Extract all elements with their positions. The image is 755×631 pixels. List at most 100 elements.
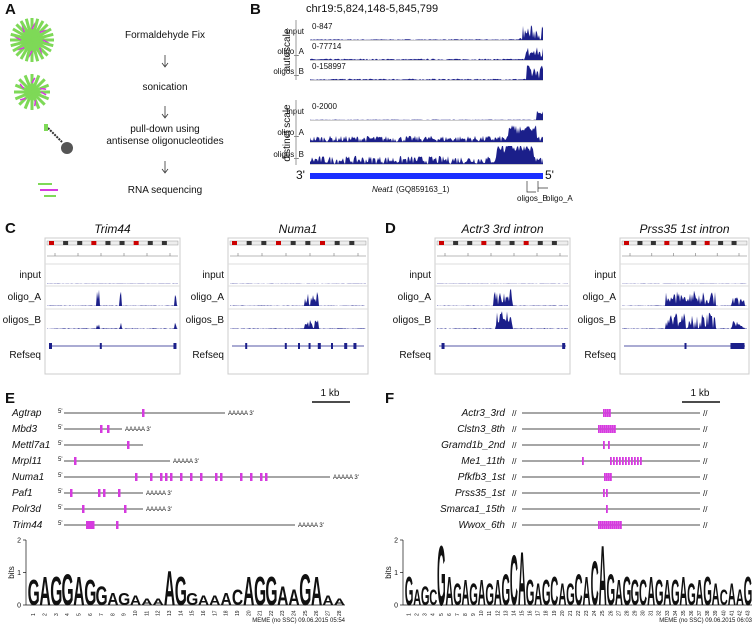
motif <box>610 425 612 433</box>
oligo-label: oligo_A <box>546 194 573 203</box>
ideogram-band <box>91 241 96 245</box>
motif <box>616 457 618 465</box>
gene-name: Clstn3_8th <box>457 424 505 435</box>
track-label: Refseq <box>9 350 41 361</box>
logo-letter: A <box>288 586 299 610</box>
x-tick-label: 4 <box>65 613 71 616</box>
logo-letter: G <box>687 577 696 612</box>
motif <box>605 409 607 417</box>
motif <box>70 489 73 497</box>
end-label: 5' <box>58 441 62 447</box>
logo-letter: A <box>311 569 322 614</box>
motif <box>180 473 183 481</box>
x-tick-label: 28 <box>624 610 630 616</box>
logo-letter: G <box>453 577 462 612</box>
gene-bar <box>310 173 543 179</box>
logo-letter: G <box>175 569 187 614</box>
ideogram-band <box>705 241 710 245</box>
track-label: oligos_B <box>578 315 617 326</box>
arrow <box>162 161 168 173</box>
exon <box>442 343 445 349</box>
x-tick-label: 38 <box>705 610 711 616</box>
end-label: 5' <box>58 473 62 479</box>
ideogram-band <box>691 241 696 245</box>
break-mark: // <box>703 425 708 434</box>
ideogram-band <box>439 241 444 245</box>
end-label: 5' <box>58 505 62 511</box>
gene-name: Wwox_6th <box>458 520 505 531</box>
logo-letter: A <box>141 597 152 608</box>
x-tick-label: 18 <box>224 610 230 616</box>
motif <box>614 425 616 433</box>
range-label: 0-2000 <box>312 102 337 111</box>
ideogram-band <box>148 241 153 245</box>
x-tick-label: 35 <box>681 610 687 616</box>
exon <box>173 343 176 349</box>
break-mark: // <box>703 457 708 466</box>
ideogram-band <box>651 241 656 245</box>
axis-label: bits <box>7 566 16 578</box>
x-tick-label: 1 <box>31 613 37 616</box>
signal-track <box>437 311 568 329</box>
polya-label: AAAAA 3' <box>228 411 254 417</box>
ideogram-band <box>349 241 354 245</box>
ideogram-band <box>524 241 529 245</box>
range-label: 0-847 <box>312 22 333 31</box>
logo-letter: G <box>254 569 266 614</box>
logo-letter: A <box>322 594 334 609</box>
gene-name: Neat1 <box>372 185 393 194</box>
y-tick-label: 1 <box>394 570 398 577</box>
gene-name: Mettl7a1 <box>12 440 50 451</box>
y-tick-label: 2 <box>394 538 398 545</box>
ideogram-band <box>664 241 669 245</box>
logo-letter: A <box>130 594 142 609</box>
x-tick-label: 25 <box>600 610 606 616</box>
x-tick-label: 36 <box>689 610 695 616</box>
gene-name: Mrpl11 <box>12 456 42 467</box>
signal-track <box>230 292 366 306</box>
gene-name: Paf1 <box>12 488 33 499</box>
logo-letter: C <box>232 586 243 610</box>
x-tick-label: 18 <box>544 610 550 616</box>
x-tick-label: 20 <box>246 610 252 616</box>
motif <box>619 457 621 465</box>
motif <box>260 473 263 481</box>
x-tick-label: 7 <box>99 613 105 616</box>
step-label: antisense oligonucleotides <box>106 136 223 147</box>
x-tick-label: 13 <box>503 610 509 616</box>
logo-letter: A <box>277 581 288 612</box>
motif <box>612 425 614 433</box>
panel-label: D <box>385 220 396 237</box>
signal-track <box>310 111 543 120</box>
signal-track <box>310 146 543 164</box>
motif <box>625 457 627 465</box>
x-tick-label: 14 <box>511 610 517 616</box>
logo-letter: G <box>62 566 74 615</box>
x-tick-label: 25 <box>303 610 309 616</box>
x-tick-label: 31 <box>649 610 655 616</box>
x-tick-label: 17 <box>212 610 218 616</box>
end-label: 5' <box>58 457 62 463</box>
track-label: input <box>594 270 616 281</box>
x-tick-label: 11 <box>144 611 150 616</box>
exon <box>353 343 356 349</box>
x-tick-label: 2 <box>415 613 421 616</box>
x-tick-label: 43 <box>745 610 751 616</box>
break-mark: // <box>512 505 517 514</box>
x-tick-label: 10 <box>479 610 485 616</box>
motif <box>170 473 173 481</box>
axis-label: bits <box>384 566 393 578</box>
break-mark: // <box>512 425 517 434</box>
step-label: Formaldehyde Fix <box>125 30 205 41</box>
logo-letter: A <box>728 577 736 612</box>
signal-track <box>47 323 178 329</box>
motif <box>622 457 624 465</box>
logo-letter: A <box>73 569 84 614</box>
y-tick-label: 0 <box>394 603 398 610</box>
motif <box>628 457 630 465</box>
motif <box>606 425 608 433</box>
step-label: pull-down using <box>130 124 200 135</box>
motif <box>150 473 153 481</box>
x-tick-label: 8 <box>463 613 469 616</box>
